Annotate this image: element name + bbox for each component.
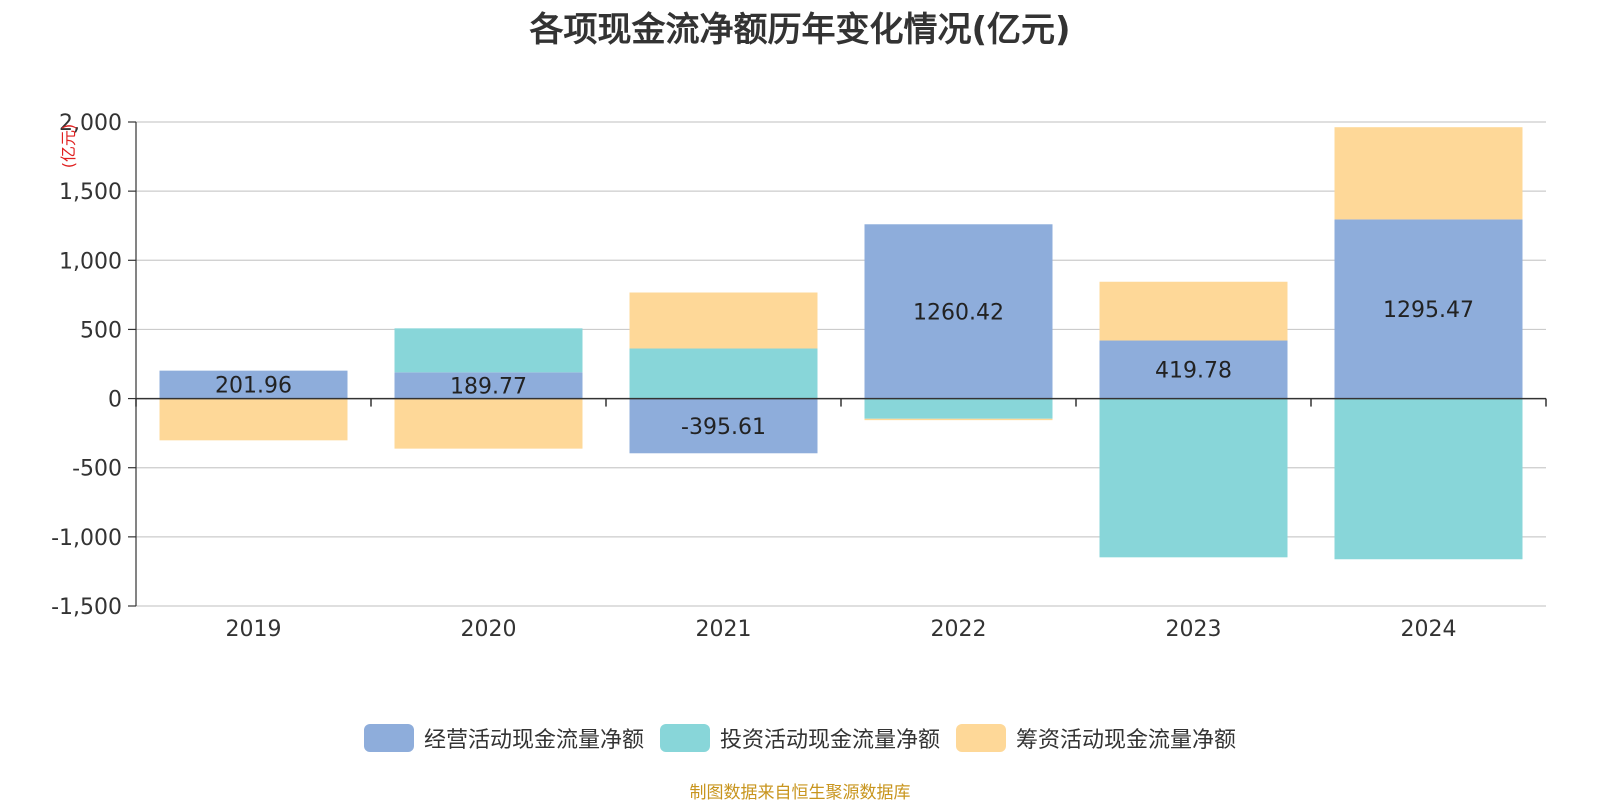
data-label-operating-2021: -395.61 — [681, 415, 766, 440]
bar-investing-2024 — [1334, 398, 1523, 560]
x-category-label: 2021 — [696, 617, 752, 642]
stacked-bar-chart: 2,000 1,500 1,000 500 0 -500 -1,000 -1,500 (亿元) 2… — [51, 111, 1547, 642]
legend-label-operating: 经营活动现金流量净额 — [423, 728, 644, 753]
bar-operating-2022 — [864, 224, 1053, 399]
bar-financing-2022 — [864, 418, 1053, 421]
bar-investing-2023 — [1099, 398, 1288, 558]
y-tick-label: 1,000 — [59, 249, 122, 274]
bar-operating-2019 — [159, 370, 348, 399]
data-label-operating-2024: 1295.47 — [1383, 298, 1474, 323]
bar-operating-2024 — [1334, 219, 1523, 399]
x-category-label: 2019 — [226, 617, 282, 642]
bar-investing-2021 — [629, 348, 818, 399]
y-tick-label: -500 — [72, 457, 122, 482]
legend-swatch-financing — [956, 724, 1006, 752]
x-category-label: 2020 — [461, 617, 517, 642]
bar-financing-2021 — [629, 292, 818, 349]
data-source-note: 制图数据来自恒生聚源数据库 — [689, 783, 911, 803]
data-label-operating-2022: 1260.42 — [913, 300, 1004, 325]
legend-item-investing[interactable]: 投资活动现金流量净额 — [659, 722, 940, 754]
x-category-label: 2022 — [931, 617, 987, 642]
y-tick-label: 500 — [80, 318, 122, 343]
y-tick-label: -1,500 — [51, 595, 122, 620]
bar-investing-2020 — [394, 328, 583, 373]
x-category-label: 2024 — [1401, 617, 1457, 642]
data-label-operating-2023: 419.78 — [1155, 359, 1232, 384]
bar-operating-2023 — [1099, 340, 1288, 399]
bar-financing-2020 — [394, 398, 583, 449]
y-axis-unit-label: (亿元) — [59, 124, 78, 169]
legend-swatch-investing — [659, 724, 710, 752]
y-tick-label: 0 — [108, 388, 122, 413]
x-category-label: 2023 — [1166, 617, 1222, 642]
bar-operating-2020 — [394, 372, 583, 399]
chart-legend: 经营活动现金流量净额 投资活动现金流量净额 筹资活动现金流量净额 — [0, 722, 1600, 754]
legend-item-operating[interactable]: 经营活动现金流量净额 — [363, 722, 644, 754]
bar-investing-2022 — [864, 398, 1053, 419]
bar-operating-2021 — [629, 398, 818, 454]
y-tick-label: 2,000 — [59, 111, 122, 136]
bar-financing-2019 — [159, 398, 348, 441]
legend-swatch-operating — [363, 724, 414, 752]
bar-financing-2024 — [1334, 127, 1523, 220]
y-tick-label: 1,500 — [59, 180, 122, 205]
y-tick-label: -1,000 — [51, 526, 122, 551]
legend-label-financing: 筹资活动现金流量净额 — [1016, 728, 1237, 753]
chart-title: 各项现金流净额历年变化情况(亿元) — [529, 10, 1071, 50]
data-label-operating-2019: 201.96 — [215, 374, 292, 399]
bar-financing-2023 — [1099, 281, 1288, 341]
legend-label-investing: 投资活动现金流量净额 — [719, 728, 940, 753]
legend-item-financing[interactable]: 筹资活动现金流量净额 — [956, 722, 1236, 754]
data-label-operating-2020: 189.77 — [450, 374, 527, 399]
